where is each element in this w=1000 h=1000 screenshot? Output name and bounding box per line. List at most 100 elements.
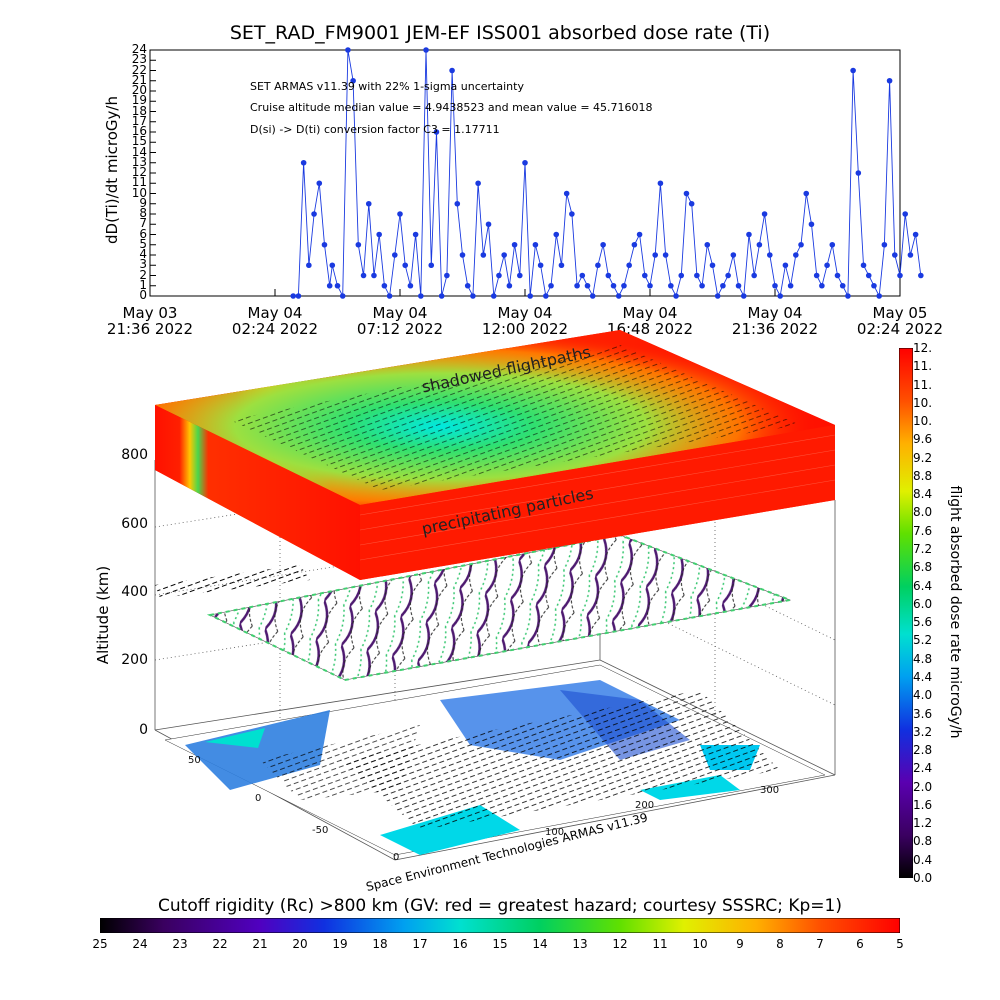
rigidity-tick-label: 25 (92, 937, 108, 951)
rigidity-tick-label: 19 (332, 937, 348, 951)
data-point (657, 180, 664, 187)
data-point (339, 293, 346, 299)
colorbar-tick-label: 1.6 (913, 797, 933, 812)
rigidity-tick-label: 23 (172, 937, 188, 951)
latitude-tick: 0 (255, 793, 262, 804)
data-point (808, 221, 815, 228)
data-point (751, 272, 757, 279)
rigidity-tick-label: 14 (532, 937, 548, 951)
data-point (798, 241, 804, 248)
data-point (412, 231, 419, 238)
data-point (464, 282, 471, 289)
colorbar-tick-label: 7.2 (913, 542, 933, 557)
data-point (300, 159, 307, 166)
data-point (516, 272, 523, 279)
data-point (326, 282, 333, 289)
y-tick-label: 3 (139, 257, 147, 272)
top-slab (155, 330, 836, 580)
data-point (595, 262, 601, 269)
data-point (355, 241, 362, 248)
data-point (391, 252, 398, 258)
data-point (501, 252, 507, 258)
data-point (652, 252, 659, 258)
orbit-layer (155, 533, 794, 682)
data-point (589, 293, 596, 299)
colorbar-label: flight absorbed dose rate microGy/h (947, 485, 963, 739)
x-tick-label: May 04 12:00 2022 (481, 304, 569, 338)
data-point (311, 211, 317, 217)
data-point (865, 272, 872, 279)
data-point (766, 252, 773, 258)
y-tick-label: 23 (131, 52, 147, 67)
data-point (730, 252, 737, 258)
data-point (418, 293, 424, 299)
dose-rate-time-series (149, 47, 924, 299)
latitude-tick: -50 (312, 825, 329, 836)
y-tick-label: 19 (131, 93, 147, 108)
rigidity-tick-label: 10 (692, 937, 708, 951)
rigidity-tick-label: 13 (572, 937, 588, 951)
data-point (290, 293, 297, 299)
rigidity-tick-label: 24 (132, 937, 148, 951)
rigidity-tick-label: 5 (896, 937, 904, 951)
data-point (459, 252, 466, 258)
data-point (485, 221, 492, 228)
y-tick-label: 11 (131, 175, 147, 190)
data-point (480, 252, 487, 258)
colorbar-tick-label: 0.8 (913, 834, 933, 849)
data-point (600, 241, 606, 248)
data-point (725, 272, 731, 279)
data-point (860, 262, 867, 269)
latitude-tick: 50 (188, 755, 201, 766)
data-point (714, 293, 721, 299)
data-point (511, 241, 518, 248)
ground-map (164, 664, 826, 856)
data-point (371, 272, 377, 279)
x-tick-label: May 04 16:48 2022 (606, 304, 694, 338)
colorbar-tick-label: 4.4 (913, 669, 933, 684)
y-tick-label: 17 (131, 113, 147, 128)
colorbar-tick-label: 2.8 (913, 743, 933, 758)
x-tick-label: May 04 07:12 2022 (356, 304, 444, 338)
colorbar-tick-label: 6.8 (913, 560, 933, 575)
data-point (881, 241, 888, 248)
data-point (433, 129, 440, 135)
data-point (532, 241, 539, 248)
colorbar-tick-label: 3.2 (913, 724, 933, 739)
data-point (756, 241, 763, 248)
x-tick-label: May 04 02:24 2022 (231, 304, 319, 338)
data-point (699, 282, 705, 289)
data-point (704, 241, 711, 248)
data-point (891, 252, 898, 258)
colorbar-tick-label: 2.4 (913, 761, 933, 776)
y-tick-label: 10 (131, 185, 147, 200)
longitude-tick: 200 (635, 800, 655, 811)
colorbar-tick-label: 0.0 (913, 871, 933, 885)
altitude-tick: 200 (121, 652, 148, 668)
colorbar-tick-label: 8.0 (913, 505, 933, 520)
colorbar-tick-label: 5.6 (913, 615, 933, 630)
data-point (829, 241, 836, 248)
data-point (803, 190, 810, 197)
data-point (490, 293, 497, 299)
y-tick-label: 22 (131, 62, 147, 77)
y-tick-label: 1 (139, 277, 147, 292)
data-point (626, 262, 632, 269)
data-point (819, 282, 825, 289)
colorbar-tick-label: 9.6 (913, 432, 933, 447)
data-point (475, 180, 481, 187)
y-tick-label: 2 (139, 267, 147, 282)
data-point (553, 231, 560, 238)
data-point (824, 262, 830, 269)
data-point (334, 282, 341, 289)
rigidity-tick-label: 21 (252, 937, 268, 951)
data-point (673, 293, 679, 299)
data-point (345, 47, 351, 53)
colorbar-tick-label: 12. (913, 341, 933, 355)
colorbar-tick-label: 4.8 (913, 651, 933, 666)
series-line (293, 49, 922, 298)
data-point (522, 159, 528, 166)
data-point (912, 231, 919, 238)
data-point (782, 262, 789, 269)
data-point (902, 211, 909, 217)
